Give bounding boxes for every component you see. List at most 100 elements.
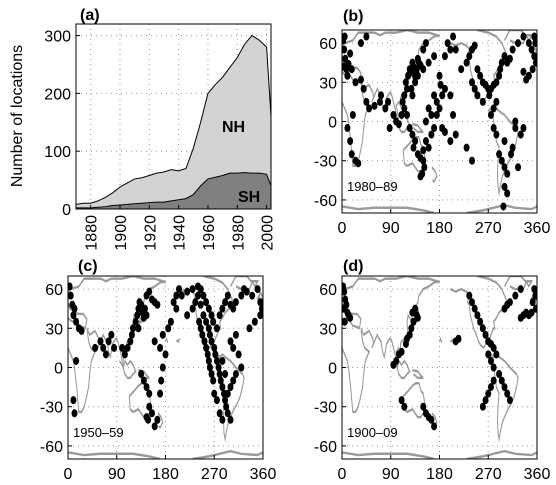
y-axis-label: Number of locations (9, 45, 26, 187)
panel-b-label: (b) (343, 8, 363, 25)
data-point (342, 317, 348, 326)
y-tick-label: 200 (44, 86, 71, 103)
data-point (366, 104, 373, 113)
panel-d-points (342, 282, 537, 431)
y-tick-label: -30 (40, 400, 63, 417)
data-point (170, 298, 177, 307)
data-point (243, 287, 250, 296)
data-point (124, 343, 131, 352)
x-tick-label: 1940 (172, 215, 189, 251)
data-point (342, 32, 348, 41)
data-point (211, 389, 218, 398)
data-point (210, 317, 217, 326)
data-point (420, 402, 427, 411)
data-point (421, 163, 428, 172)
panel-c-label: (c) (78, 258, 98, 275)
data-point (493, 97, 500, 106)
data-point (404, 84, 410, 93)
panel-a-xticks: 1880 1900 1920 1940 1960 1980 2000 (84, 205, 277, 251)
data-point (466, 291, 473, 300)
data-point (498, 58, 505, 67)
data-point (219, 304, 226, 313)
data-point (189, 285, 196, 294)
data-point (431, 124, 438, 133)
series-label-nh: NH (222, 119, 245, 136)
data-point (352, 78, 359, 87)
data-point (474, 65, 481, 74)
x-tick-label: 1920 (142, 215, 159, 251)
data-point (105, 337, 112, 346)
data-point (479, 402, 486, 411)
x-tick-label: 0 (64, 466, 73, 483)
data-point (447, 91, 454, 100)
data-point (420, 146, 427, 155)
data-point (501, 182, 508, 191)
sh-line (76, 172, 272, 209)
data-point (151, 422, 158, 431)
data-point (420, 65, 427, 74)
data-point (487, 356, 494, 365)
data-point (347, 49, 354, 58)
data-point (402, 78, 409, 87)
data-point (154, 415, 161, 424)
data-point (360, 84, 367, 93)
data-point (428, 110, 435, 119)
sh-area (76, 172, 271, 209)
panel-c: (c) 0 90 180 270 360 -60 -30 0 30 60 1950–59 (40, 258, 277, 483)
data-point (417, 172, 424, 181)
data-point (342, 287, 348, 296)
data-point (216, 409, 223, 418)
data-point (230, 304, 237, 313)
y-tick-label: -60 (314, 439, 337, 456)
data-point (73, 317, 80, 326)
data-point (474, 311, 481, 320)
data-point (390, 110, 397, 119)
data-point (251, 317, 258, 326)
data-point (412, 137, 419, 146)
data-point (349, 110, 356, 119)
y-tick-label: -60 (40, 439, 63, 456)
y-tick-label: -30 (314, 154, 337, 171)
data-point (121, 350, 128, 359)
x-tick-label: 270 (201, 466, 228, 483)
data-point (500, 202, 507, 211)
data-point (363, 97, 370, 106)
data-point (506, 298, 513, 307)
data-point (390, 360, 397, 369)
data-point (395, 350, 402, 359)
data-point (70, 311, 77, 320)
data-point (132, 317, 139, 326)
data-point (195, 282, 201, 291)
data-point (157, 343, 164, 352)
data-point (173, 291, 180, 300)
data-point (347, 137, 354, 146)
data-point (433, 110, 440, 119)
data-point (433, 97, 440, 106)
data-point (111, 343, 118, 352)
data-point (412, 78, 419, 87)
data-point (450, 32, 457, 41)
data-point (176, 285, 183, 294)
data-point (119, 343, 126, 352)
data-point (444, 39, 451, 48)
total-line (75, 34, 272, 205)
y-tick-label: 60 (319, 36, 337, 53)
data-point (439, 91, 446, 100)
y-tick-label: 300 (44, 29, 71, 46)
data-point (127, 337, 134, 346)
data-point (479, 324, 486, 333)
data-point (509, 45, 516, 54)
data-point (471, 84, 478, 93)
data-point (398, 396, 405, 405)
x-tick-label: 180 (426, 220, 453, 237)
data-point (146, 389, 153, 398)
data-point (189, 304, 196, 313)
data-point (463, 58, 470, 67)
data-point (200, 291, 207, 300)
data-point (431, 91, 438, 100)
data-point (485, 350, 492, 359)
data-point (520, 124, 527, 133)
data-point (520, 32, 527, 41)
data-point (78, 326, 85, 335)
data-point (466, 52, 473, 61)
